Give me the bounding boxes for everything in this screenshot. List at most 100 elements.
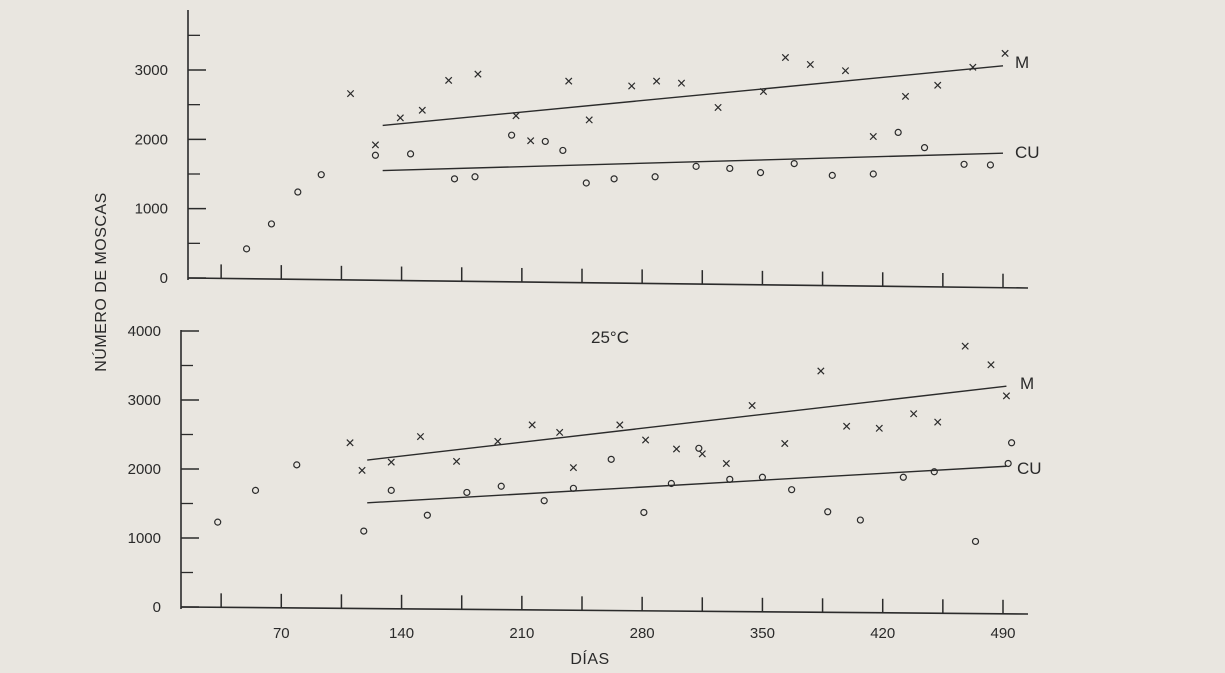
point-cu	[824, 508, 832, 516]
point-cu	[790, 160, 798, 168]
point-m	[358, 466, 366, 475]
x-tick-label: 420	[870, 625, 895, 642]
point-cu	[406, 150, 415, 158]
point-m	[569, 463, 578, 472]
point-m	[781, 53, 790, 62]
point-cu	[971, 537, 980, 546]
point-m	[806, 60, 814, 69]
point-m	[641, 436, 650, 444]
point-m	[416, 432, 425, 441]
y-tick-label: 1000	[128, 530, 161, 547]
point-cu	[960, 160, 968, 168]
point-m	[969, 63, 977, 71]
point-cu	[541, 137, 549, 146]
point-cu	[726, 164, 734, 173]
point-cu	[294, 188, 302, 196]
series-label-m: M	[1015, 53, 1029, 72]
point-cu	[869, 170, 877, 178]
point-cu	[214, 518, 222, 526]
point-m	[528, 421, 536, 429]
point-m	[527, 137, 535, 145]
point-cu	[651, 173, 659, 181]
point-cu	[894, 128, 902, 136]
series-label-cu: CU	[1017, 459, 1042, 478]
series-label-m: M	[1020, 374, 1034, 393]
point-cu	[582, 179, 590, 187]
bottom-panel: 0 1000 2000 3000 4000 70 140 210 280 350 420 490 M CU…	[128, 323, 1042, 642]
point-cu	[317, 171, 325, 179]
point-m	[910, 410, 918, 418]
point-m	[934, 418, 942, 426]
point-m	[748, 401, 756, 410]
point-cu	[726, 475, 734, 483]
x-tick-label: 70	[273, 625, 290, 642]
point-cu	[695, 444, 703, 452]
trend-line-m	[367, 385, 1007, 461]
point-m	[418, 106, 426, 114]
point-cu	[899, 473, 907, 481]
point-m	[843, 422, 851, 430]
point-m	[901, 92, 910, 100]
point-cu	[607, 455, 615, 463]
point-m	[585, 116, 593, 124]
point-m	[556, 428, 564, 437]
point-m	[841, 67, 850, 75]
point-cu	[540, 497, 548, 505]
point-m	[677, 79, 686, 87]
point-m	[961, 342, 969, 350]
y-tick-label: 4000	[128, 323, 161, 340]
x-tick-label: 350	[750, 625, 775, 642]
x-axis-title: DÍAS	[570, 649, 609, 668]
point-m	[616, 421, 624, 429]
point-m	[387, 458, 395, 466]
point-m	[759, 87, 768, 96]
point-cu	[692, 162, 700, 170]
point-cu	[930, 468, 938, 476]
point-m	[672, 445, 681, 453]
y-tick-label: 0	[160, 270, 168, 287]
y-tick-label: 2000	[135, 131, 168, 148]
trend-line-m	[382, 65, 1004, 127]
point-m	[628, 82, 636, 90]
point-m	[371, 141, 380, 149]
series-label-cu: CU	[1015, 143, 1040, 162]
point-cu	[986, 161, 995, 169]
point-cu	[450, 175, 459, 183]
point-cu	[788, 486, 796, 494]
trend-line-cu	[382, 152, 1004, 172]
point-m	[869, 132, 877, 141]
point-cu	[371, 151, 380, 159]
point-cu	[920, 144, 929, 152]
x-axis-line	[187, 277, 1029, 289]
point-m	[698, 450, 706, 458]
point-cu	[251, 486, 260, 494]
trend-line-cu	[367, 465, 1007, 504]
point-m	[1002, 392, 1011, 400]
x-tick-label: 490	[990, 625, 1015, 642]
point-cu	[756, 169, 765, 177]
point-m	[817, 367, 825, 375]
point-cu	[463, 488, 471, 497]
point-cu	[471, 173, 479, 181]
x-tick-label: 280	[630, 625, 655, 642]
point-cu	[640, 508, 648, 517]
point-m	[346, 439, 354, 447]
point-m	[1001, 49, 1009, 57]
point-m	[722, 459, 730, 468]
x-tick-label: 210	[509, 625, 534, 642]
y-tick-label: 3000	[135, 62, 168, 79]
point-m	[987, 361, 995, 369]
point-cu	[758, 473, 767, 481]
point-cu	[610, 175, 618, 183]
y-tick-label: 2000	[128, 461, 161, 478]
point-cu	[293, 461, 301, 469]
x-axis-line	[180, 606, 1029, 615]
panel-annotation: 25°C	[591, 328, 629, 347]
point-cu	[387, 486, 395, 494]
y-tick-label: 3000	[128, 392, 161, 409]
point-m	[652, 77, 661, 85]
point-cu	[828, 171, 836, 179]
point-m	[452, 457, 461, 466]
point-cu	[360, 527, 368, 535]
